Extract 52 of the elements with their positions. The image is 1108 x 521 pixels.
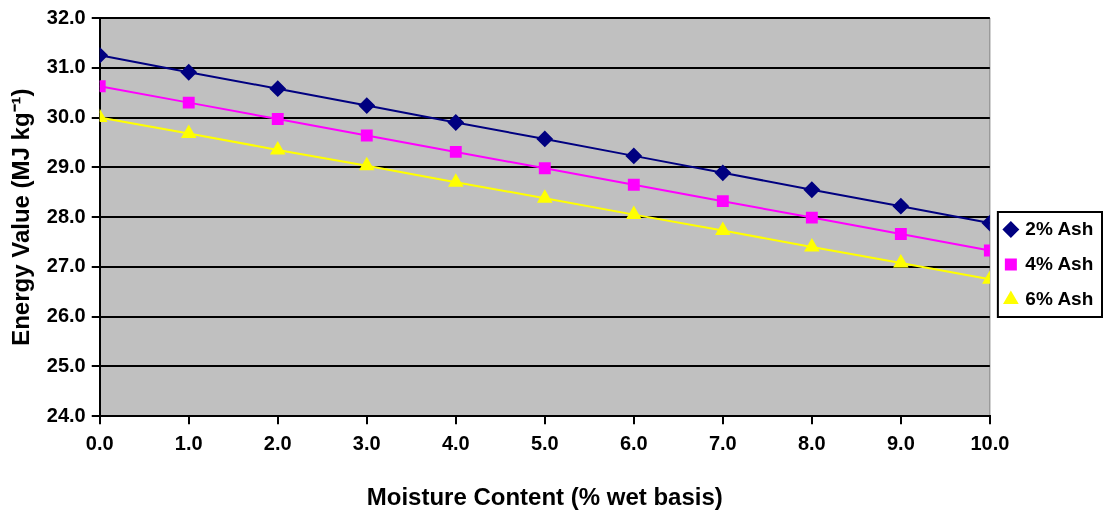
point [449,145,462,158]
point [182,96,195,109]
point [269,80,286,97]
point [271,113,284,125]
point [537,190,552,203]
y-tick-label: 30.0 [46,105,86,128]
y-tick-label: 25.0 [46,353,86,376]
point [447,114,464,131]
point [625,147,642,164]
point [536,130,553,147]
x-axis-title: Moisture Content (% wet basis) [366,483,723,511]
point [803,181,820,198]
point [448,174,463,187]
point [892,198,909,215]
legend-label: 4% Ash [1025,252,1094,274]
y-axis-title: Energy Value (MJ kg⁻¹) [7,88,35,346]
point [538,162,551,175]
point [714,164,731,181]
x-tick-label: 9.0 [886,431,915,454]
point [893,254,908,268]
x-tick-label: 10.0 [970,431,1010,454]
point [359,157,374,171]
x-tick-label: 1.0 [174,431,203,454]
point [360,129,373,142]
x-tick-label: 0.0 [85,431,114,454]
point [270,141,285,155]
x-tick-label: 7.0 [708,431,737,454]
y-tick-label: 29.0 [46,154,86,177]
x-tick-label: 4.0 [441,431,470,454]
y-tick-label: 28.0 [46,204,86,227]
point [181,125,196,138]
legend-label: 6% Ash [1025,287,1094,309]
point [894,228,907,240]
point [358,97,375,114]
point [805,211,818,224]
y-tick-label: 32.0 [46,5,86,28]
point [180,64,197,81]
x-tick-label: 2.0 [263,431,292,454]
point [716,195,729,208]
y-tick-label: 26.0 [46,304,86,327]
x-tick-label: 3.0 [352,431,381,454]
point [627,178,640,191]
legend-label: 2% Ash [1025,217,1094,239]
y-tick-label: 24.0 [46,403,86,426]
x-tick-label: 6.0 [619,431,648,454]
x-tick-label: 5.0 [530,431,559,454]
x-tick-label: 8.0 [797,431,826,454]
point [804,238,819,252]
point [715,222,730,236]
y-tick-label: 31.0 [46,55,86,78]
y-tick-label: 27.0 [46,254,86,277]
point [626,206,641,220]
